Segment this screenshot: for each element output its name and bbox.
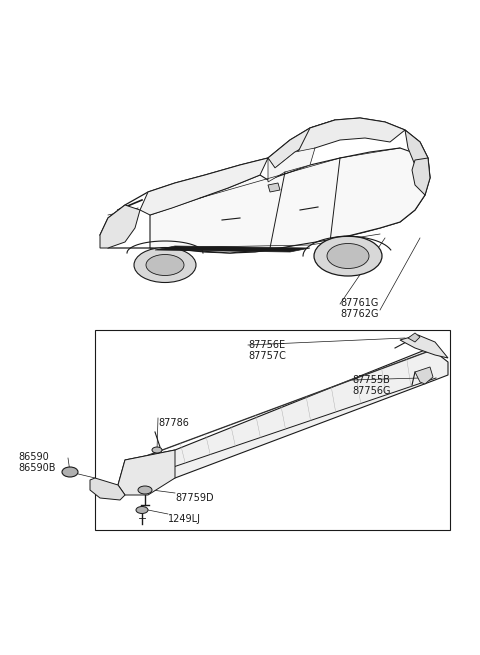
Text: 87761G: 87761G [340,298,378,308]
Polygon shape [412,158,430,195]
Polygon shape [100,205,140,248]
Text: 87762G: 87762G [340,309,379,319]
Polygon shape [90,478,125,500]
Text: 87756E: 87756E [248,340,285,350]
Text: 87757C: 87757C [248,351,286,361]
Text: 87756G: 87756G [352,386,391,396]
Ellipse shape [152,447,162,453]
Polygon shape [100,118,430,253]
Polygon shape [155,246,310,252]
Ellipse shape [134,248,196,282]
Polygon shape [268,120,335,168]
Polygon shape [150,148,425,253]
Text: 87786: 87786 [158,418,189,428]
Ellipse shape [62,467,78,477]
Ellipse shape [146,255,184,276]
Polygon shape [408,333,420,342]
Polygon shape [95,330,450,530]
Text: 87755B: 87755B [352,375,390,385]
Polygon shape [118,450,175,495]
Polygon shape [295,118,405,158]
Text: 1249LJ: 1249LJ [168,514,201,524]
Ellipse shape [136,506,148,514]
Polygon shape [415,367,433,384]
Ellipse shape [138,486,152,494]
Polygon shape [268,148,315,182]
Polygon shape [268,183,280,192]
Polygon shape [140,158,268,215]
Ellipse shape [314,236,382,276]
Text: 87759D: 87759D [175,493,214,503]
Ellipse shape [327,244,369,269]
Text: 86590B: 86590B [18,463,56,473]
Polygon shape [400,335,448,358]
Text: 86590: 86590 [18,452,49,462]
Polygon shape [118,348,448,490]
Polygon shape [405,130,430,178]
